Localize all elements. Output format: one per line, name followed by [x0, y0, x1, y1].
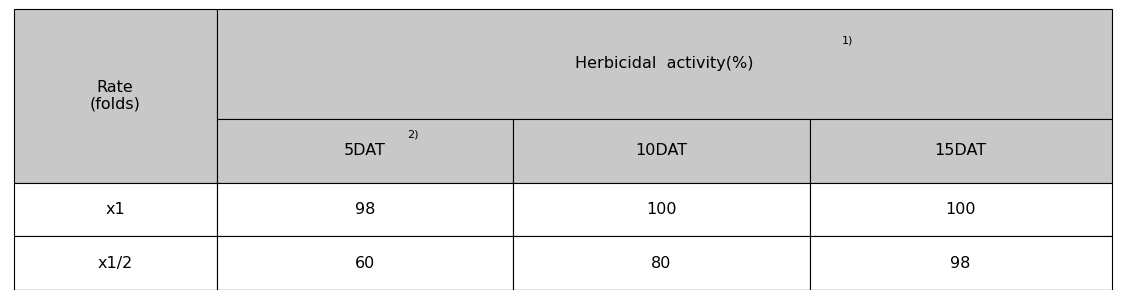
- Bar: [14, 236, 217, 290]
- Text: 60: 60: [354, 256, 375, 271]
- Text: 98: 98: [951, 256, 971, 271]
- Text: 10DAT: 10DAT: [636, 143, 687, 158]
- Bar: [14, 183, 217, 236]
- Text: 15DAT: 15DAT: [935, 143, 987, 158]
- Bar: [14, 9, 217, 183]
- Bar: [513, 183, 810, 236]
- Bar: [217, 236, 513, 290]
- Text: Herbicidal  activity(%): Herbicidal activity(%): [575, 56, 754, 71]
- Text: x1/2: x1/2: [98, 256, 133, 271]
- Text: 100: 100: [945, 202, 975, 217]
- Text: x1: x1: [106, 202, 125, 217]
- Bar: [513, 119, 810, 183]
- Bar: [810, 119, 1112, 183]
- Text: Rate
(folds): Rate (folds): [90, 79, 141, 112]
- Bar: [513, 236, 810, 290]
- Text: 2): 2): [407, 129, 420, 139]
- Bar: [217, 183, 513, 236]
- Text: 98: 98: [354, 202, 375, 217]
- Bar: [810, 183, 1112, 236]
- Bar: [217, 119, 513, 183]
- Text: 1): 1): [842, 36, 853, 46]
- Bar: [810, 236, 1112, 290]
- Text: 5DAT: 5DAT: [344, 143, 386, 158]
- Text: 80: 80: [651, 256, 672, 271]
- Bar: [217, 9, 1112, 119]
- Text: 100: 100: [646, 202, 676, 217]
